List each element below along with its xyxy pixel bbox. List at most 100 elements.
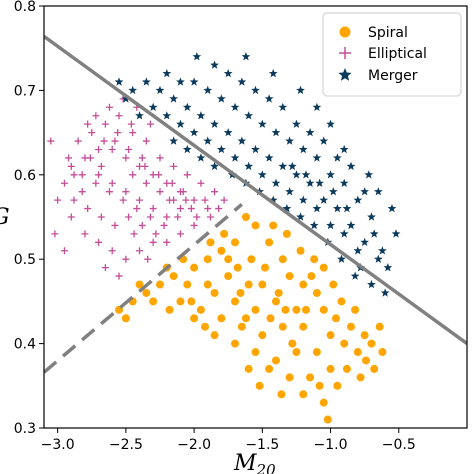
data-point-spiral [251,221,260,230]
data-point-merger [369,229,379,238]
data-point-spiral [121,314,130,323]
data-point-spiral [190,263,199,272]
data-point-spiral [233,263,242,272]
data-point-merger [257,119,267,128]
data-point-spiral [165,305,174,314]
data-point-elliptical [105,188,113,196]
data-point-elliptical [70,196,78,204]
data-point-merger [319,136,329,145]
data-point-spiral [237,322,246,331]
data-point-elliptical [142,137,150,145]
data-point-merger [237,77,247,86]
data-point-spiral [231,339,240,348]
data-point-merger [162,68,172,78]
data-point-elliptical [190,196,198,204]
data-point-elliptical [84,205,92,213]
data-point-merger [346,220,356,230]
data-point-merger [319,195,329,204]
data-point-spiral [169,272,178,281]
data-point-spiral [319,398,328,407]
data-point-merger [217,94,226,103]
data-point-merger [196,111,206,120]
data-point-merger [296,212,305,221]
data-point-elliptical [78,171,86,179]
data-point-merger [196,153,206,162]
data-point-spiral [378,348,387,357]
data-point-merger [271,178,281,187]
data-point-elliptical [108,179,116,187]
data-point-elliptical [111,137,119,145]
data-point-merger [342,204,352,213]
data-point-spiral [288,339,297,348]
data-point-elliptical [115,272,123,280]
data-point-spiral [292,305,301,314]
data-point-spiral [277,390,286,399]
data-point-spiral [319,263,328,272]
x-tick-label: −2.0 [177,437,211,453]
data-point-merger [128,85,138,95]
data-point-merger [353,195,363,204]
data-point-merger [312,204,322,213]
data-point-elliptical [100,137,108,145]
data-point-elliptical [182,196,190,204]
data-point-elliptical [193,213,201,221]
data-point-elliptical [170,162,178,170]
data-point-merger [257,170,267,179]
data-point-merger [346,161,356,171]
data-point-spiral [347,322,356,331]
data-point-elliptical [176,205,184,213]
data-point-spiral [241,314,250,323]
data-point-merger [189,128,199,137]
data-point-merger [312,153,322,162]
data-point-spiral [299,280,308,289]
x-axis: −3.0 −2.5 −2.0 −1.5 −1.0 −0.5 [41,428,416,453]
data-point-spiral [220,229,229,238]
legend-box [322,12,462,97]
data-point-merger [326,170,335,179]
data-point-merger [121,94,131,103]
data-point-spiral [332,314,341,323]
data-point-spiral [244,280,253,289]
data-point-elliptical [146,213,154,221]
data-point-elliptical [101,120,109,128]
data-point-merger [182,102,192,111]
data-point-merger [326,220,335,230]
data-point-spiral [315,381,324,390]
x-axis-label-subscript: 20 [256,461,277,474]
data-point-merger [285,187,294,196]
legend: Spiral Elliptical Merger [322,12,462,97]
data-point-spiral [342,364,351,373]
data-point-elliptical [81,230,89,238]
data-point-spiral [201,322,210,331]
data-point-spiral [203,280,212,289]
data-point-spiral [244,364,253,373]
data-point-merger [217,144,226,154]
data-point-elliptical [155,171,163,179]
data-point-spiral [255,381,264,390]
data-point-elliptical [92,179,100,187]
x-tick-label: −0.5 [382,437,416,453]
data-point-elliptical [138,154,146,162]
data-point-spiral [299,390,308,399]
data-point-elliptical [152,230,160,238]
data-point-elliptical [129,129,137,137]
data-point-spiral [155,280,164,289]
data-point-spiral [319,305,328,314]
data-point-elliptical [179,188,187,196]
data-point-spiral [210,288,219,297]
data-point-elliptical [92,112,100,120]
data-point-merger [230,102,240,111]
data-point-elliptical [108,145,116,153]
data-point-elliptical [190,221,198,229]
data-point-merger [244,111,254,120]
legend-label-merger: Merger [368,68,418,84]
data-point-merger [210,119,219,128]
data-point-spiral [340,339,349,348]
data-point-elliptical [127,120,135,128]
x-tick-label: −3.0 [41,437,75,453]
data-point-elliptical [168,179,176,187]
data-point-spiral [217,314,226,323]
data-point-merger [367,279,376,289]
data-point-elliptical [183,171,191,179]
